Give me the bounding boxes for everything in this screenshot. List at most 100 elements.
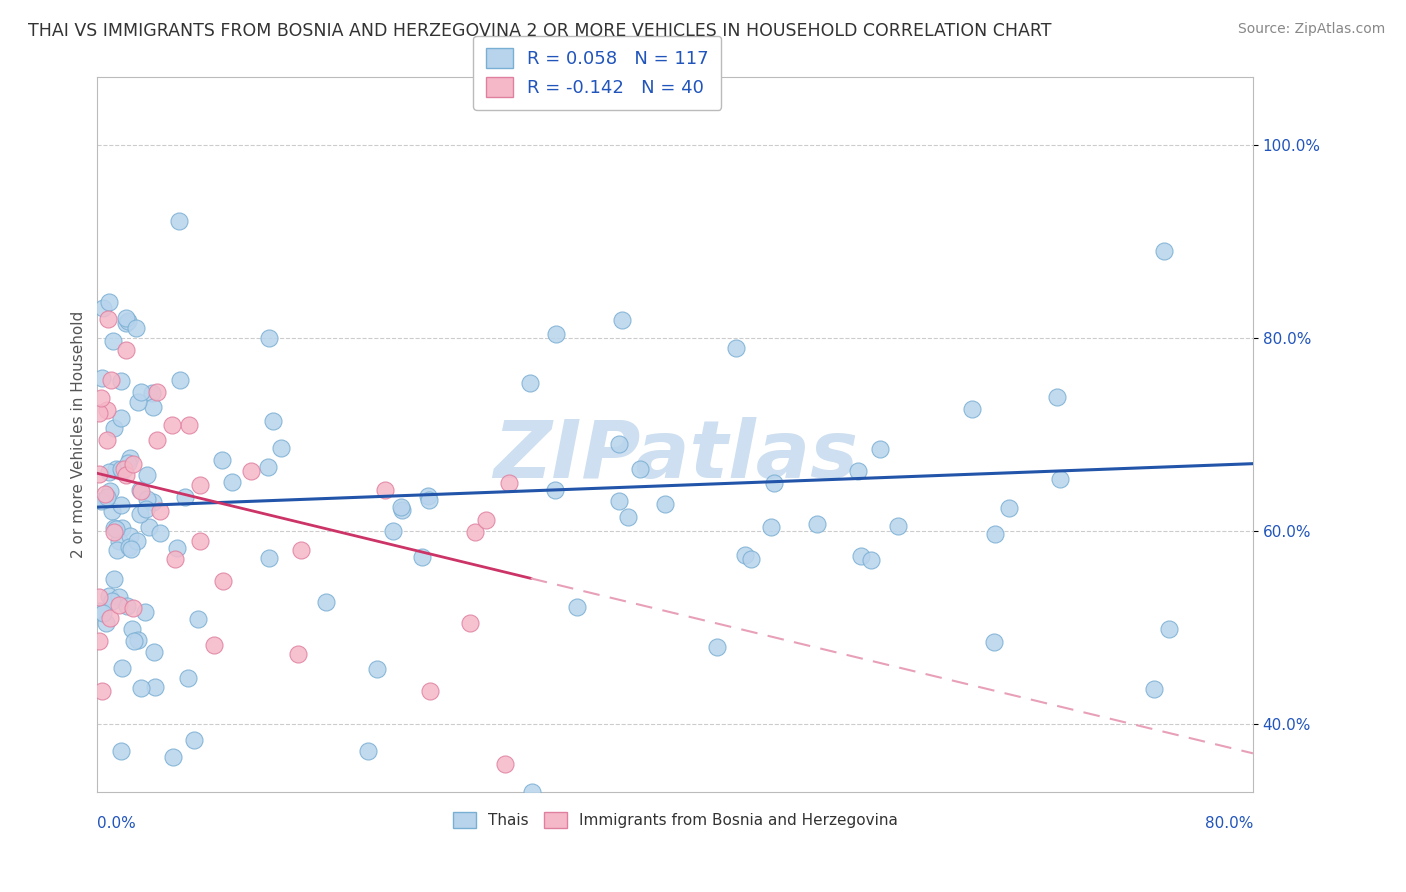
Point [418,489,440,503]
Point [110,499,132,513]
Point [464,524,486,539]
Point [104,522,127,536]
Point [117,457,139,471]
Point [87,467,110,481]
Point [97,311,120,326]
Point [121,542,143,557]
Point [498,475,520,490]
Point [91,684,114,698]
Point [121,622,143,636]
Point [212,574,235,589]
Point [90,493,112,508]
Point [122,634,145,648]
Point [960,402,983,417]
Point [419,683,441,698]
Legend: Thais, Immigrants from Bosnia and Herzegovina: Thais, Immigrants from Bosnia and Herzeg… [447,806,904,834]
Point [110,744,132,758]
Point [1157,623,1180,637]
Point [135,502,157,516]
Point [188,534,211,549]
Point [162,749,184,764]
Point [366,662,388,676]
Point [108,533,131,548]
Point [607,436,630,450]
Point [117,314,139,328]
Point [474,513,496,527]
Point [149,525,172,540]
Point [851,549,873,563]
Point [998,501,1021,516]
Point [134,605,156,619]
Point [734,548,756,562]
Point [135,492,157,507]
Point [1143,682,1166,697]
Point [869,442,891,456]
Text: ZIPatlas: ZIPatlas [492,417,858,495]
Point [103,521,125,535]
Point [101,334,124,348]
Point [169,214,191,228]
Text: 0.0%: 0.0% [97,816,136,831]
Point [706,640,728,655]
Point [142,495,165,509]
Point [87,406,110,420]
Point [127,633,149,648]
Point [110,462,132,476]
Point [96,402,118,417]
Point [112,461,135,475]
Point [257,550,280,565]
Point [270,441,292,455]
Point [124,320,146,334]
Point [96,490,118,504]
Point [138,520,160,534]
Point [87,634,110,648]
Point [567,599,589,614]
Point [494,757,516,772]
Point [411,549,433,564]
Point [1153,244,1175,259]
Point [90,371,112,385]
Text: 80.0%: 80.0% [1205,816,1253,831]
Point [188,477,211,491]
Point [654,498,676,512]
Point [108,599,131,613]
Point [142,400,165,414]
Point [617,510,640,524]
Point [740,552,762,566]
Point [127,395,149,409]
Point [94,487,117,501]
Point [89,604,111,618]
Point [240,464,263,478]
Point [763,476,786,491]
Point [1046,391,1069,405]
Point [187,612,209,626]
Point [94,616,117,631]
Point [290,542,312,557]
Point [97,465,120,479]
Point [418,493,440,508]
Point [141,386,163,401]
Point [122,458,145,472]
Point [101,594,124,608]
Point [103,572,125,586]
Point [176,672,198,686]
Point [759,520,782,534]
Point [374,483,396,498]
Point [183,732,205,747]
Point [983,635,1005,649]
Point [166,541,188,555]
Point [846,465,869,479]
Point [179,418,201,433]
Point [129,681,152,696]
Point [101,504,124,518]
Point [98,484,121,499]
Point [458,615,481,630]
Point [90,392,112,406]
Point [97,589,120,603]
Point [262,414,284,428]
Point [115,343,138,358]
Point [110,374,132,388]
Point [165,551,187,566]
Point [544,327,567,342]
Point [94,491,117,506]
